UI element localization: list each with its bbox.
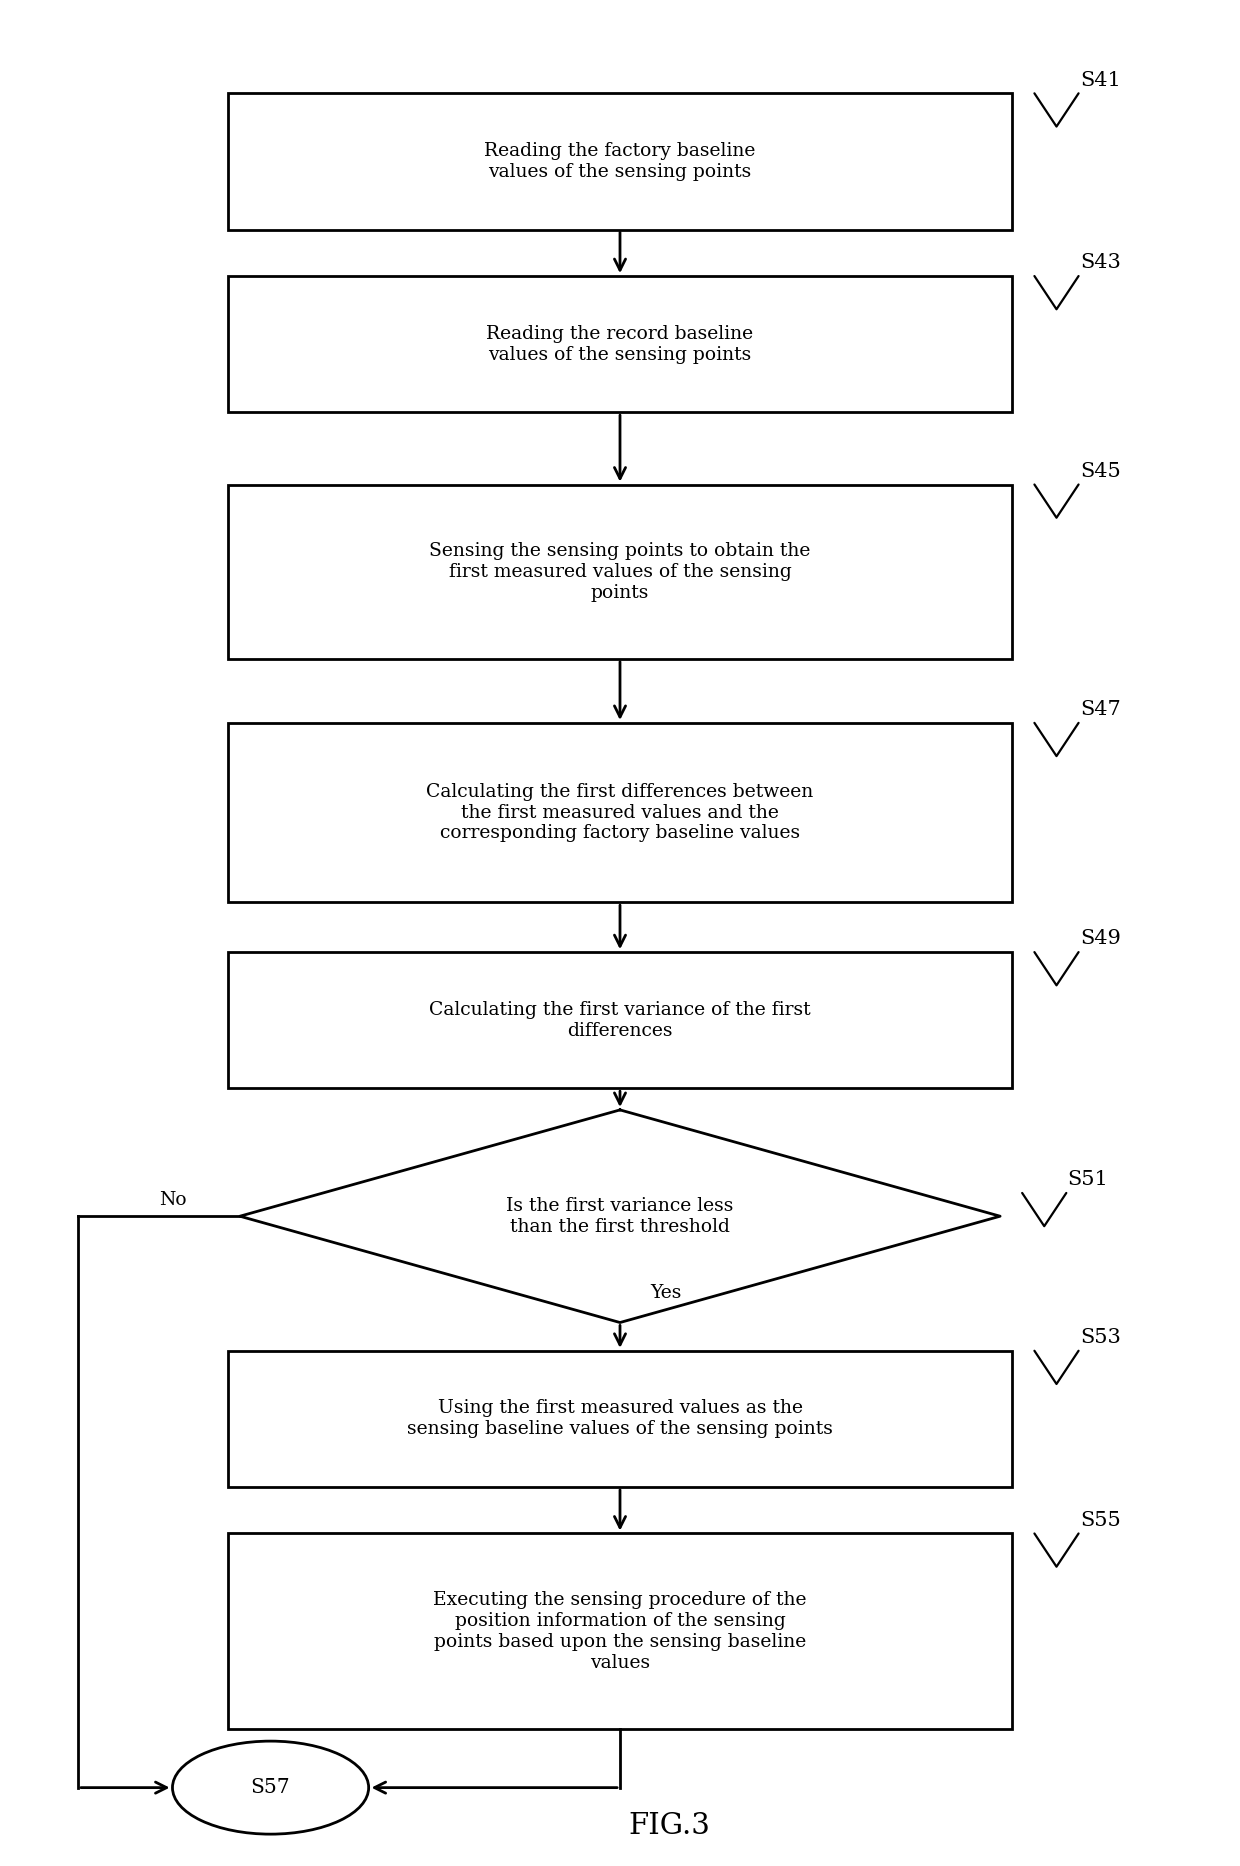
Text: Using the first measured values as the
sensing baseline values of the sensing po: Using the first measured values as the s… — [407, 1400, 833, 1439]
Text: Calculating the first variance of the first
differences: Calculating the first variance of the fi… — [429, 1000, 811, 1039]
Text: Reading the factory baseline
values of the sensing points: Reading the factory baseline values of t… — [485, 142, 755, 181]
FancyBboxPatch shape — [228, 722, 1012, 903]
FancyBboxPatch shape — [228, 93, 1012, 230]
Text: FIG.3: FIG.3 — [629, 1812, 711, 1840]
Text: Is the first variance less
than the first threshold: Is the first variance less than the firs… — [506, 1196, 734, 1235]
Text: Executing the sensing procedure of the
position information of the sensing
point: Executing the sensing procedure of the p… — [433, 1592, 807, 1672]
FancyBboxPatch shape — [228, 1534, 1012, 1730]
Text: S43: S43 — [1080, 254, 1121, 272]
Text: Reading the record baseline
values of the sensing points: Reading the record baseline values of th… — [486, 325, 754, 364]
Text: S55: S55 — [1080, 1511, 1121, 1530]
Text: S49: S49 — [1080, 929, 1121, 948]
Text: Sensing the sensing points to obtain the
first measured values of the sensing
po: Sensing the sensing points to obtain the… — [429, 541, 811, 601]
Polygon shape — [239, 1110, 1001, 1323]
Text: S45: S45 — [1080, 461, 1121, 481]
FancyBboxPatch shape — [228, 1351, 1012, 1487]
Text: Yes: Yes — [651, 1284, 682, 1302]
Text: S57: S57 — [250, 1778, 290, 1797]
Text: S51: S51 — [1068, 1170, 1109, 1189]
FancyBboxPatch shape — [228, 276, 1012, 412]
Text: S53: S53 — [1080, 1329, 1121, 1347]
Ellipse shape — [172, 1741, 368, 1834]
Text: S41: S41 — [1080, 71, 1121, 90]
Text: S47: S47 — [1080, 700, 1121, 718]
Text: Calculating the first differences between
the first measured values and the
corr: Calculating the first differences betwee… — [427, 782, 813, 842]
Text: No: No — [159, 1191, 186, 1209]
FancyBboxPatch shape — [228, 952, 1012, 1088]
FancyBboxPatch shape — [228, 485, 1012, 659]
